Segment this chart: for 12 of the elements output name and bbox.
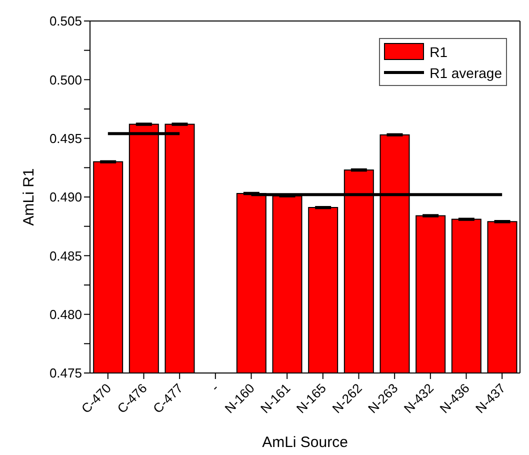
text: 0.480	[49, 306, 82, 322]
text: 0.490	[49, 190, 82, 205]
legend-label: R1 average	[430, 64, 502, 80]
y-tick-label: 0.495	[49, 130, 82, 146]
y-tick-label: 0.485	[49, 248, 82, 264]
y-tick-label: 0.505	[49, 14, 82, 29]
x-tick-label: -	[208, 380, 222, 394]
text: 0.500	[49, 72, 82, 88]
y-axis-title: AmLi R1	[20, 168, 38, 226]
x-axis-title: AmLi Source	[262, 434, 348, 451]
y-tick-label: 0.475	[49, 366, 82, 381]
legend-label: R1	[430, 44, 448, 60]
